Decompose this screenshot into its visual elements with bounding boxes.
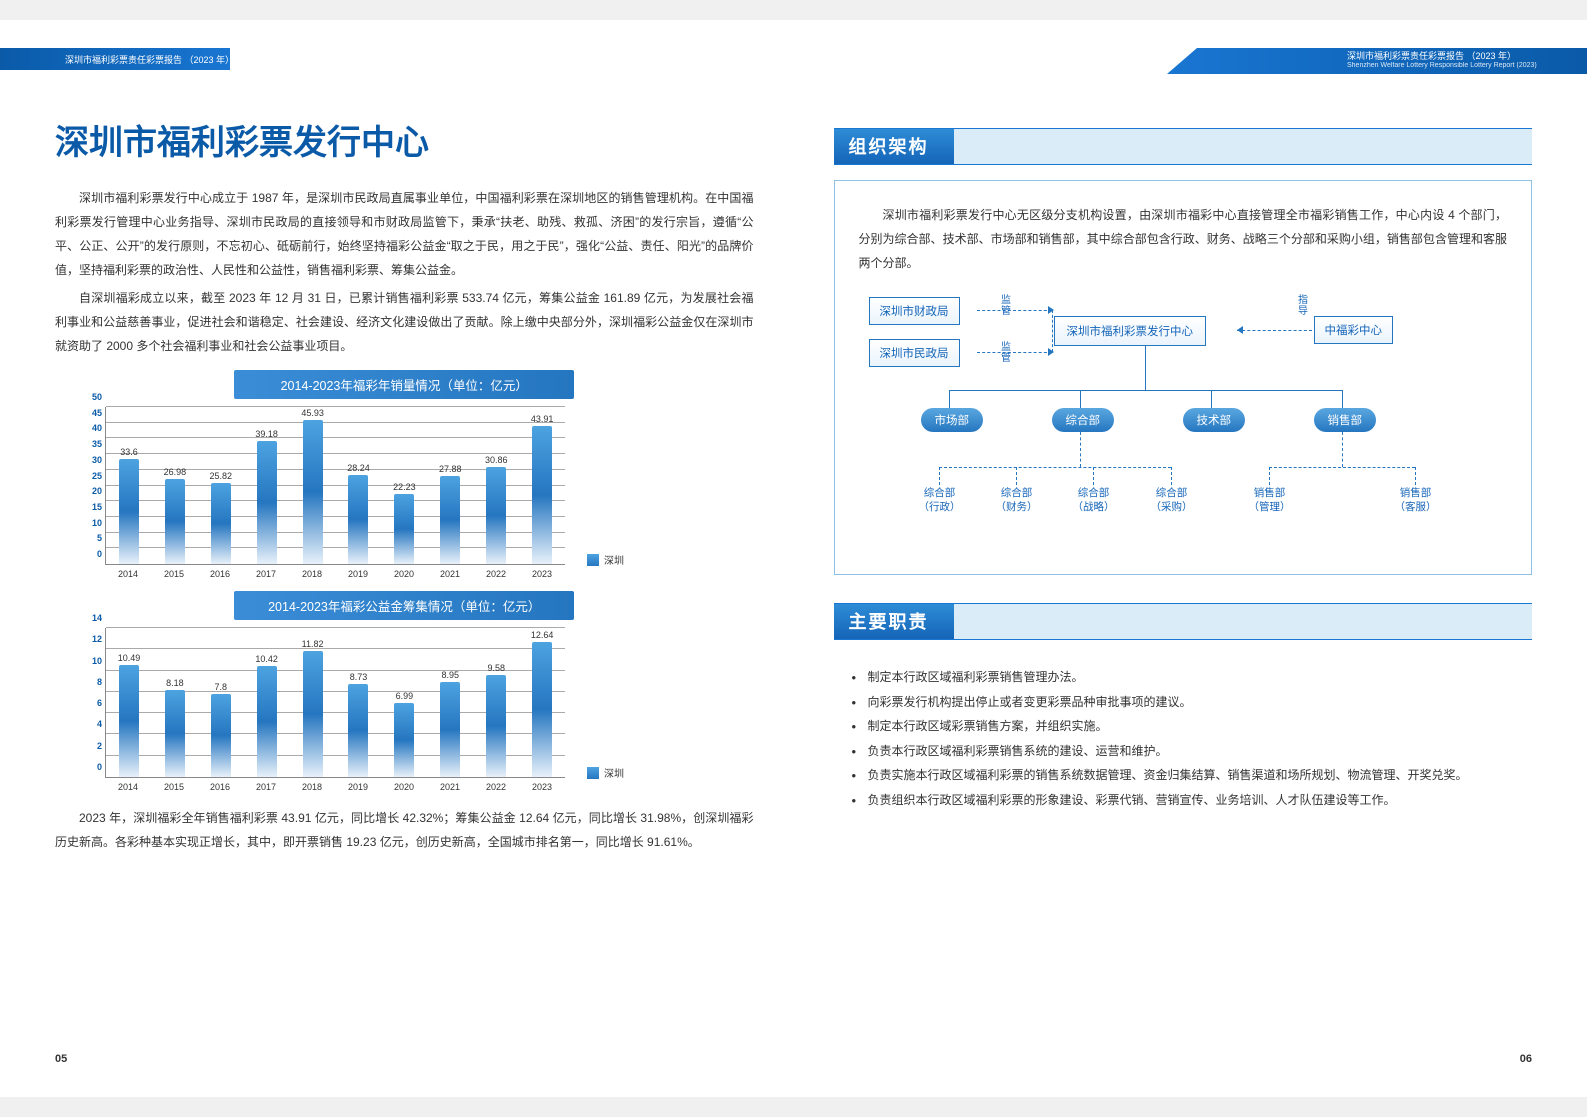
org-note-2: 监管 bbox=[997, 341, 1012, 363]
org-box-civil: 深圳市民政局 bbox=[869, 339, 960, 367]
main-title: 深圳市福利彩票发行中心 bbox=[55, 115, 754, 164]
chart2-legend: 深圳 bbox=[587, 765, 624, 780]
duty-item: 制定本行政区域彩票销售方案，并组织实施。 bbox=[852, 714, 1515, 739]
page-number-right: 06 bbox=[1520, 1053, 1532, 1065]
page-number-left: 05 bbox=[55, 1053, 67, 1065]
x-label: 2016 bbox=[197, 569, 243, 579]
x-label: 2019 bbox=[335, 782, 381, 792]
x-label: 2016 bbox=[197, 782, 243, 792]
header-right-en: Shenzhen Welfare Lottery Responsible Lot… bbox=[1347, 62, 1537, 70]
org-sub-4: 销售部（管理） bbox=[1249, 487, 1291, 514]
x-label: 2015 bbox=[151, 782, 197, 792]
bar-col: 33.6 bbox=[106, 407, 152, 564]
x-label: 2017 bbox=[243, 782, 289, 792]
bar-col: 28.24 bbox=[336, 407, 382, 564]
x-label: 2022 bbox=[473, 569, 519, 579]
legend-swatch bbox=[587, 554, 599, 566]
legend-label: 深圳 bbox=[604, 765, 624, 780]
org-dept-1: 综合部 bbox=[1052, 408, 1115, 432]
org-sub-3: 综合部（采购） bbox=[1151, 487, 1193, 514]
bar-col: 43.91 bbox=[519, 407, 565, 564]
bar-col: 7.8 bbox=[198, 628, 244, 777]
bar-col: 10.49 bbox=[106, 628, 152, 777]
x-label: 2014 bbox=[105, 782, 151, 792]
bar-col: 11.82 bbox=[290, 628, 336, 777]
bar-col: 6.99 bbox=[381, 628, 427, 777]
org-box-cwlc: 中福彩中心 bbox=[1314, 316, 1394, 344]
org-sub-5: 销售部（客服） bbox=[1395, 487, 1437, 514]
legend-swatch bbox=[587, 767, 599, 779]
x-label: 2019 bbox=[335, 569, 381, 579]
bar-col: 39.18 bbox=[244, 407, 290, 564]
org-sub-1: 综合部（财务） bbox=[996, 487, 1038, 514]
bar-col: 30.86 bbox=[473, 407, 519, 564]
x-label: 2020 bbox=[381, 782, 427, 792]
chart1: 0510152025303540455033.626.9825.8239.184… bbox=[105, 407, 754, 579]
x-label: 2018 bbox=[289, 782, 335, 792]
legend-label: 深圳 bbox=[604, 552, 624, 567]
org-dept-3: 销售部 bbox=[1314, 408, 1377, 432]
page-spread: 深圳市福利彩票责任彩票报告 （2023 年） 深圳市福利彩票发行中心 深圳市福利… bbox=[0, 20, 1587, 1097]
duty-item: 负责组织本行政区域福利彩票的形象建设、彩票代销、营销宣传、业务培训、人才队伍建设… bbox=[852, 788, 1515, 813]
x-label: 2022 bbox=[473, 782, 519, 792]
duty-item: 制定本行政区域福利彩票销售管理办法。 bbox=[852, 665, 1515, 690]
bar-col: 8.18 bbox=[152, 628, 198, 777]
left-page: 深圳市福利彩票责任彩票报告 （2023 年） 深圳市福利彩票发行中心 深圳市福利… bbox=[0, 20, 794, 1097]
x-label: 2021 bbox=[427, 569, 473, 579]
org-chart: 深圳市财政局 深圳市民政局 深圳市福利彩票发行中心 中福彩中心 监管 监管 指导 bbox=[859, 297, 1508, 552]
bar-col: 8.95 bbox=[427, 628, 473, 777]
org-dept-2: 技术部 bbox=[1183, 408, 1246, 432]
bar-col: 45.93 bbox=[290, 407, 336, 564]
bar-col: 8.73 bbox=[336, 628, 382, 777]
x-label: 2018 bbox=[289, 569, 335, 579]
x-label: 2017 bbox=[243, 569, 289, 579]
section-org-label: 组织架构 bbox=[834, 129, 954, 164]
x-label: 2020 bbox=[381, 569, 427, 579]
bar-col: 12.64 bbox=[519, 628, 565, 777]
bar-col: 10.42 bbox=[244, 628, 290, 777]
duty-item: 向彩票发行机构提出停止或者变更彩票品种审批事项的建议。 bbox=[852, 690, 1515, 715]
org-dept-0: 市场部 bbox=[921, 408, 984, 432]
intro-para-1: 深圳市福利彩票发行中心成立于 1987 年，是深圳市民政局直属事业单位，中国福利… bbox=[55, 186, 754, 282]
section-duty-head: 主要职责 bbox=[834, 603, 1533, 640]
org-note-3: 指导 bbox=[1294, 294, 1309, 316]
org-note-1: 监管 bbox=[997, 294, 1012, 316]
x-label: 2015 bbox=[151, 569, 197, 579]
header-left: 深圳市福利彩票责任彩票报告 （2023 年） bbox=[0, 48, 230, 70]
bar-col: 27.88 bbox=[427, 407, 473, 564]
chart2: 0246810121410.498.187.810.4211.828.736.9… bbox=[105, 628, 754, 792]
x-label: 2023 bbox=[519, 569, 565, 579]
section-org-head: 组织架构 bbox=[834, 128, 1533, 165]
org-box-center: 深圳市福利彩票发行中心 bbox=[1054, 316, 1207, 346]
chart1-title: 2014-2023年福彩年销量情况（单位：亿元） bbox=[234, 370, 574, 399]
header-right-cn: 深圳市福利彩票责任彩票报告 （2023 年） bbox=[1347, 52, 1516, 62]
bar-col: 9.58 bbox=[473, 628, 519, 777]
x-label: 2023 bbox=[519, 782, 565, 792]
x-label: 2014 bbox=[105, 569, 151, 579]
header-right: 深圳市福利彩票责任彩票报告 （2023 年） Shenzhen Welfare … bbox=[1167, 48, 1587, 74]
org-desc: 深圳市福利彩票发行中心无区级分支机构设置，由深圳市福彩中心直接管理全市福彩销售工… bbox=[859, 203, 1508, 275]
chart2-title: 2014-2023年福彩公益金筹集情况（单位：亿元） bbox=[234, 591, 574, 620]
duty-list: 制定本行政区域福利彩票销售管理办法。向彩票发行机构提出停止或者变更彩票品种审批事… bbox=[834, 655, 1533, 813]
bar-col: 26.98 bbox=[152, 407, 198, 564]
right-page: 深圳市福利彩票责任彩票报告 （2023 年） Shenzhen Welfare … bbox=[794, 20, 1587, 1097]
org-box-finance: 深圳市财政局 bbox=[869, 297, 960, 325]
chart1-legend: 深圳 bbox=[587, 552, 624, 567]
org-region: 深圳市福利彩票发行中心无区级分支机构设置，由深圳市福彩中心直接管理全市福彩销售工… bbox=[834, 180, 1533, 575]
duty-item: 负责本行政区域福利彩票销售系统的建设、运营和维护。 bbox=[852, 739, 1515, 764]
bar-col: 22.23 bbox=[381, 407, 427, 564]
org-sub-2: 综合部（战略） bbox=[1073, 487, 1115, 514]
duty-item: 负责实施本行政区域福利彩票的销售系统数据管理、资金归集结算、销售渠道和场所规划、… bbox=[852, 763, 1515, 788]
section-duty-label: 主要职责 bbox=[834, 604, 954, 639]
bar-col: 25.82 bbox=[198, 407, 244, 564]
summary-para: 2023 年，深圳福彩全年销售福利彩票 43.91 亿元，同比增长 42.32%… bbox=[55, 806, 754, 854]
org-sub-0: 综合部（行政） bbox=[919, 487, 961, 514]
x-label: 2021 bbox=[427, 782, 473, 792]
intro-para-2: 自深圳福彩成立以来，截至 2023 年 12 月 31 日，已累计销售福利彩票 … bbox=[55, 286, 754, 358]
